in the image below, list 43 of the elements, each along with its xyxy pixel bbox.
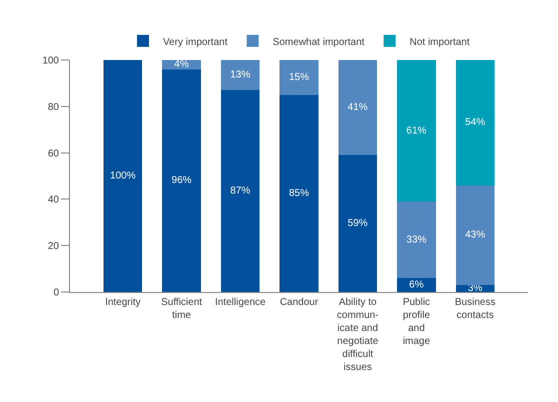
data-label: 61% [406,125,426,136]
bar [456,185,495,286]
bar [162,69,201,292]
y-tick-label: 80 [48,102,60,113]
data-label: 4% [174,59,189,70]
bar [338,155,378,292]
data-label: 87% [230,186,250,197]
data-label: 33% [406,234,426,246]
bar [397,202,436,278]
x-tick-label: Business contacts [454,297,496,321]
legend-label: Very important [163,36,228,48]
bar [103,60,142,292]
x-tick-label: Integrity [105,297,141,308]
bar [338,60,378,156]
data-label: 15% [288,72,310,83]
bar [456,60,495,186]
data-label: 41% [348,102,368,114]
bar [280,94,318,292]
data-label: 59% [348,218,368,230]
y-tick-label: 40 [48,194,60,206]
bar [280,60,318,95]
data-label: 13% [230,70,250,81]
x-tick-label: Ability to commun- icate and negotiate difficult issues [336,297,379,373]
data-label: 85% [288,188,310,199]
x-tick-label: Sufficient time [161,297,202,321]
data-label: 43% [465,230,486,241]
data-label: 54% [465,117,486,128]
legend-label: Somewhat important [272,36,365,48]
bar [397,278,436,292]
data-label: 6% [409,280,424,291]
x-tick-label: Intelligence [214,297,266,308]
x-tick-label: Candour [280,297,319,308]
bar [220,60,260,90]
y-tick-label: 60 [48,148,60,160]
bar [397,60,436,202]
bar [220,90,260,292]
x-tick-label: Public profile and image [402,297,430,347]
data-label: 100% [110,170,136,182]
data-label: 96% [172,175,192,186]
y-tick-label: 20 [48,241,60,252]
legend-label: Not important [410,36,470,48]
y-tick-label: 0 [53,288,60,298]
y-tick-label: 100 [42,56,60,66]
